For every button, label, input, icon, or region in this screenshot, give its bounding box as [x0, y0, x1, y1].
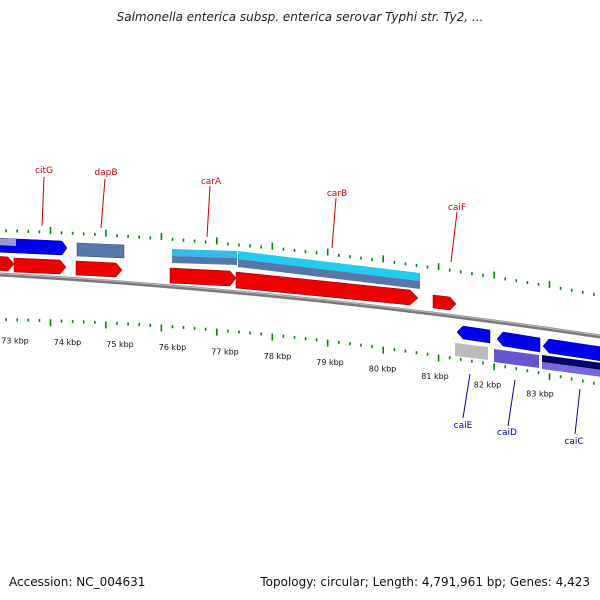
leader-caiC	[574, 388, 581, 435]
scale-label-77kbp: 77 kbp	[211, 347, 239, 356]
tick-rings	[5, 226, 595, 385]
feature-carB-cds[interactable]	[235, 271, 419, 306]
scale-label-81kbp: 81 kbp	[421, 372, 449, 381]
scale-label-83kbp: 83 kbp	[526, 389, 554, 398]
feature-caiD-cds[interactable]	[496, 331, 541, 353]
feature-dapB-outer[interactable]	[76, 242, 125, 259]
scale-labels: 73 kbp 74 kbp 75 kbp 76 kbp 77 kbp 78 kbp 79 k…	[1, 336, 554, 398]
backbone-highlight	[0, 273, 600, 337]
gene-label-caiF[interactable]: caiF	[448, 203, 466, 213]
gene-labels-bottom: caiE caiD caiC	[454, 373, 584, 447]
leader-carB	[331, 197, 337, 249]
feature-caiF-cds[interactable]	[432, 294, 457, 311]
leader-caiE	[462, 373, 471, 419]
scale-label-79kbp: 79 kbp	[316, 358, 344, 367]
feature-caiC-cog-2[interactable]	[542, 362, 600, 377]
gene-label-caiE[interactable]: caiE	[454, 421, 473, 431]
feature-carB-outer[interactable]	[238, 251, 420, 281]
gene-label-carB[interactable]: carB	[327, 189, 347, 199]
leader-dapB	[100, 178, 106, 229]
accession-text: Accession: NC_004631	[9, 575, 146, 589]
feature-caiC-cds[interactable]	[542, 338, 600, 361]
feature-dapB-cds[interactable]	[75, 260, 123, 278]
feature-caiE-cog[interactable]	[455, 343, 488, 360]
leader-caiF	[450, 211, 458, 263]
gene-labels-top: citG dapB carA carB caiF	[35, 166, 466, 263]
gene-label-carA[interactable]: carA	[201, 177, 222, 187]
feature-carB-outer-2[interactable]	[238, 259, 420, 289]
gene-label-caiD[interactable]: caiD	[497, 428, 517, 438]
backbone	[0, 272, 600, 339]
scale-label-75kbp: 75 kbp	[106, 340, 134, 349]
scale-label-80kbp: 80 kbp	[369, 365, 397, 374]
leader-caiD	[507, 379, 516, 427]
feature-left-gray	[0, 238, 16, 246]
feature-carA-outer-2[interactable]	[172, 256, 237, 265]
feature-left-red[interactable]	[0, 256, 15, 272]
gene-label-dapB[interactable]: dapB	[94, 168, 117, 178]
scale-label-82kbp: 82 kbp	[474, 380, 502, 389]
topology-summary: Topology: circular; Length: 4,791,961 bp…	[260, 575, 590, 589]
leader-citG	[41, 176, 45, 227]
feature-caiD-cog[interactable]	[494, 349, 539, 368]
feature-citG-outer[interactable]	[0, 237, 68, 256]
map-title: Salmonella enterica subsp. enterica sero…	[116, 10, 484, 24]
scale-label-73kbp: 73 kbp	[1, 336, 29, 345]
feature-carA-cds[interactable]	[169, 267, 237, 287]
feature-citG-cds[interactable]	[13, 257, 67, 275]
scale-label-78kbp: 78 kbp	[264, 352, 292, 361]
feature-caiC-cog[interactable]	[542, 355, 600, 370]
feature-carA-outer[interactable]	[172, 249, 237, 258]
feature-tracks	[0, 237, 600, 377]
feature-caiE-cds[interactable]	[456, 325, 491, 344]
leader-carA	[206, 185, 211, 238]
gene-label-caiC[interactable]: caiC	[564, 437, 583, 447]
scale-label-74kbp: 74 kbp	[54, 338, 82, 347]
scale-label-76kbp: 76 kbp	[159, 343, 187, 352]
gene-label-citG[interactable]: citG	[35, 166, 53, 176]
